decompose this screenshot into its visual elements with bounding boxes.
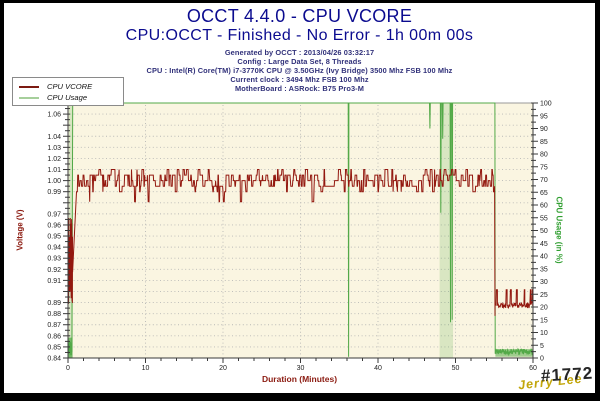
legend-label-usage: CPU Usage (47, 93, 88, 102)
page-subtitle: CPU:OCCT - Finished - No Error - 1h 00m … (125, 27, 474, 44)
svg-text:10: 10 (142, 365, 150, 372)
svg-text:1.06: 1.06 (47, 112, 61, 119)
y-axis-title-voltage: Voltage (V) (15, 209, 25, 251)
svg-text:20: 20 (219, 365, 227, 372)
svg-text:15: 15 (540, 317, 548, 324)
svg-text:0.95: 0.95 (47, 234, 61, 241)
svg-text:0.92: 0.92 (47, 267, 61, 274)
vcore-line-swatch-icon (19, 85, 39, 88)
svg-text:10: 10 (540, 330, 548, 337)
svg-text:35: 35 (540, 266, 548, 273)
svg-text:70: 70 (540, 177, 548, 184)
svg-text:1.03: 1.03 (47, 145, 61, 152)
svg-text:1.02: 1.02 (47, 156, 61, 163)
x-axis-title-duration: Duration (Minutes) (261, 374, 338, 384)
legend-item-usage: CPU Usage (19, 92, 119, 103)
info-line-motherboard: MotherBoard : ASRock: B75 Pro3-M (235, 84, 364, 93)
svg-text:5: 5 (540, 343, 544, 350)
svg-text:0.91: 0.91 (47, 278, 61, 285)
info-line-generated: Generated by OCCT : 2013/04/26 03:32:17 (224, 48, 375, 57)
svg-text:0: 0 (540, 356, 544, 363)
svg-text:90: 90 (540, 126, 548, 133)
svg-text:40: 40 (540, 254, 548, 261)
chart-legend: CPU VCORE CPU Usage (12, 77, 124, 106)
svg-text:0.85: 0.85 (47, 344, 61, 351)
y-axis-title-cpu-usage: CPU Usage (in %) (554, 196, 564, 264)
svg-text:60: 60 (540, 203, 548, 210)
svg-text:95: 95 (540, 113, 548, 120)
svg-text:50: 50 (540, 228, 548, 235)
legend-item-vcore: CPU VCORE (19, 81, 119, 92)
svg-text:75: 75 (540, 164, 548, 171)
svg-text:0.87: 0.87 (47, 322, 61, 329)
svg-text:20: 20 (540, 305, 548, 312)
system-info-block: Generated by OCCT : 2013/04/26 03:32:17 … (4, 48, 595, 93)
info-line-clock: Current clock : 3494 Mhz FSB 100 Mhz (230, 75, 369, 84)
svg-text:0.86: 0.86 (47, 333, 61, 340)
svg-text:25: 25 (540, 292, 548, 299)
usage-line-swatch-icon (19, 96, 39, 99)
svg-text:0.84: 0.84 (47, 356, 61, 363)
svg-text:55: 55 (540, 215, 548, 222)
svg-text:60: 60 (529, 365, 537, 372)
svg-text:85: 85 (540, 139, 548, 146)
svg-text:0: 0 (66, 365, 70, 372)
svg-text:50: 50 (452, 365, 460, 372)
svg-text:0.96: 0.96 (47, 222, 61, 229)
legend-label-vcore: CPU VCORE (47, 82, 93, 91)
svg-text:1.01: 1.01 (47, 167, 61, 174)
svg-text:1.04: 1.04 (47, 134, 61, 141)
occt-report-page: OCCT 4.4.0 - CPU VCORE CPU:OCCT - Finish… (4, 3, 595, 393)
svg-text:0.94: 0.94 (47, 245, 61, 252)
svg-text:45: 45 (540, 241, 548, 248)
svg-text:80: 80 (540, 152, 548, 159)
vcore-usage-chart: 0.84 0.85 0.86 0.87 0.88 0.89 0.91 0.92 0.93 0.94… (47, 101, 552, 373)
svg-text:0.93: 0.93 (47, 256, 61, 263)
svg-text:30: 30 (297, 365, 305, 372)
svg-text:0.89: 0.89 (47, 300, 61, 307)
svg-text:40: 40 (374, 365, 382, 372)
svg-text:0.97: 0.97 (47, 211, 61, 218)
svg-text:30: 30 (540, 279, 548, 286)
svg-text:0.99: 0.99 (47, 189, 61, 196)
info-line-cpu: CPU : Intel(R) Core(TM) i7-3770K CPU @ 3… (146, 66, 453, 75)
info-line-config: Config : Large Data Set, 8 Threads (237, 57, 362, 66)
svg-text:0.88: 0.88 (47, 311, 61, 318)
svg-text:65: 65 (540, 190, 548, 197)
svg-text:100: 100 (540, 101, 552, 108)
svg-text:1.00: 1.00 (47, 178, 61, 185)
page-title: OCCT 4.4.0 - CPU VCORE (186, 6, 413, 26)
watermark-number: #1772 (540, 363, 594, 386)
